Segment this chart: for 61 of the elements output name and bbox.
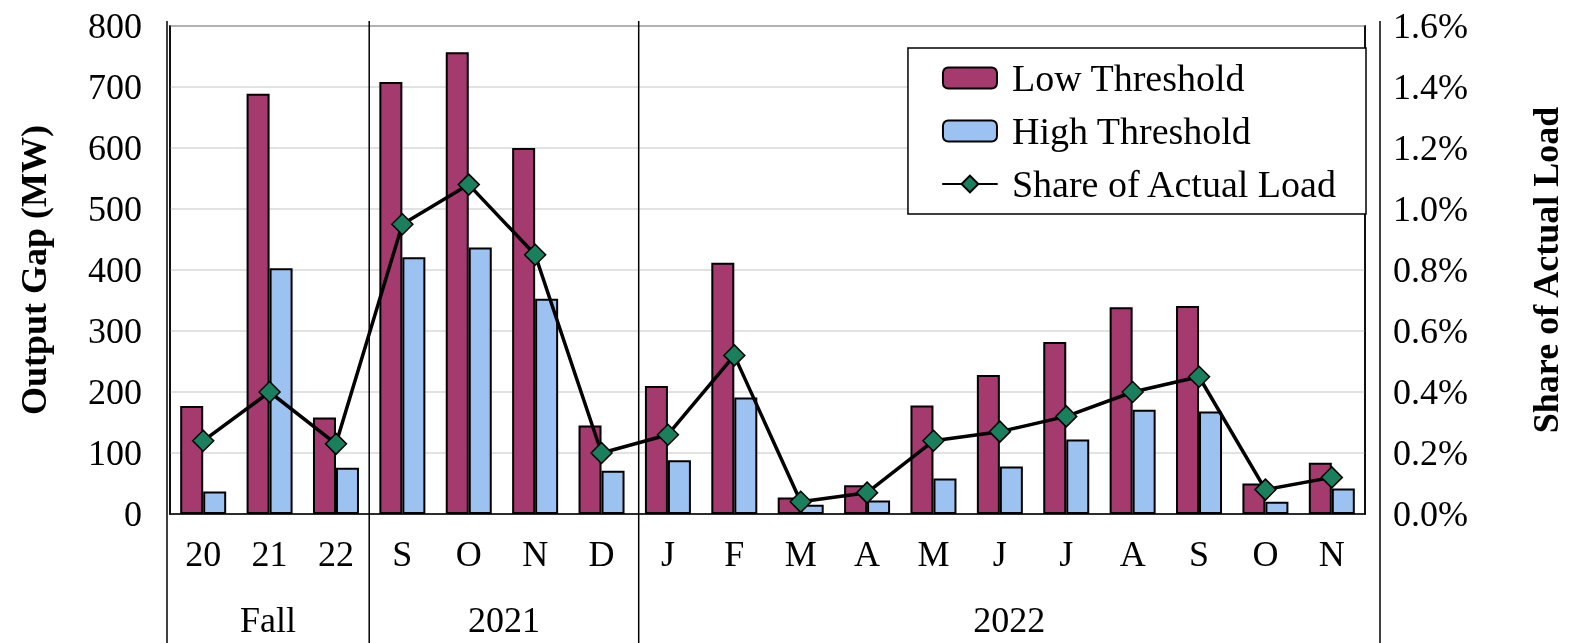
point: [191, 429, 215, 453]
x-tick-label: O: [1252, 534, 1279, 574]
point: [1055, 405, 1078, 428]
point: [922, 429, 945, 453]
text: Fall: [240, 600, 297, 641]
x-tick-label: S: [392, 534, 413, 574]
x-tick-label: 20: [185, 534, 222, 574]
y-tick-label: 300: [88, 311, 142, 351]
y-tick-label: 0: [124, 494, 142, 534]
y-tick-label: 200: [88, 372, 142, 412]
point: [391, 213, 414, 236]
y2-tick-label: 1.2%: [1393, 128, 1468, 168]
x-tick-label: J: [992, 534, 1007, 574]
y2-tick-label: 1.0%: [1393, 189, 1468, 229]
point: [1121, 380, 1144, 404]
x-tick-label: M: [784, 534, 817, 574]
point: [258, 380, 281, 404]
point: [656, 423, 680, 446]
y2-tick-label: 0.2%: [1393, 433, 1468, 473]
y-tick-label: 700: [88, 67, 142, 107]
text: 2021: [467, 600, 540, 641]
point: [1187, 365, 1211, 388]
point: [590, 441, 613, 465]
point: [789, 490, 812, 514]
x-tick-label: N: [522, 534, 549, 574]
y2-tick-label: 0.8%: [1393, 250, 1468, 290]
point: [1320, 466, 1344, 489]
y2-tick-label: 0.4%: [1393, 372, 1468, 412]
text: 2022: [973, 600, 1046, 641]
x-tick-label: O: [455, 534, 482, 574]
y-tick-label: 800: [88, 6, 142, 46]
point: [855, 481, 879, 504]
point: [988, 420, 1012, 443]
x-tick-label: J: [660, 534, 675, 574]
x-tick-label: D: [588, 534, 615, 574]
x-tick-label: N: [1318, 534, 1345, 574]
x-tick-label: F: [724, 534, 745, 574]
y-tick-label: 600: [88, 128, 142, 168]
x-tick-label: S: [1189, 534, 1210, 574]
legend-label: Share of Actual Load: [1011, 163, 1336, 205]
point: [523, 243, 547, 266]
legend-label: Low Threshold: [1011, 57, 1245, 99]
y2-tick-label: 0.0%: [1393, 494, 1468, 534]
x-tick-label: A: [1119, 534, 1146, 574]
point: [457, 173, 480, 196]
y2-tick-label: 1.6%: [1393, 6, 1468, 46]
legend-label: High Threshold: [1011, 110, 1251, 152]
x-tick-label: A: [854, 534, 881, 574]
y-tick-label: 500: [88, 189, 142, 229]
point: [324, 432, 348, 456]
x-tick-label: J: [1059, 534, 1074, 574]
x-tick-label: M: [917, 534, 950, 574]
y2-tick-label: 0.6%: [1393, 311, 1468, 351]
x-tick-label: 21: [251, 534, 288, 574]
y2-axis-title: Share of Actual Load: [1526, 106, 1566, 434]
y2-tick-label: 1.4%: [1393, 67, 1468, 107]
x-tick-label: 22: [317, 534, 354, 574]
point: [723, 344, 746, 367]
y-axis-title: Output Gap (MW): [14, 124, 54, 416]
y-tick-label: 400: [88, 250, 142, 290]
y-tick-label: 100: [88, 433, 142, 473]
